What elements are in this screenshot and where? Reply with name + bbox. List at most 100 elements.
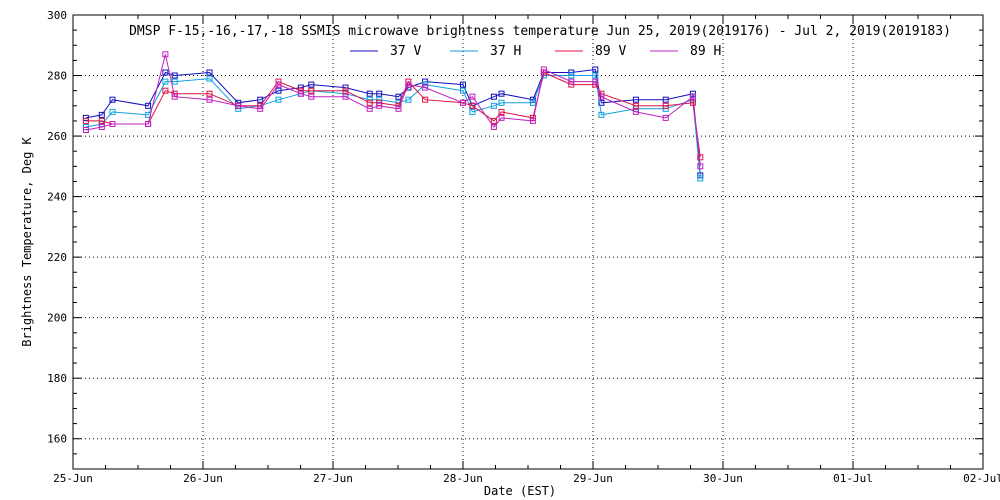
data-point-37h <box>460 87 466 94</box>
data-point-89h <box>460 99 466 106</box>
data-point-37v <box>171 72 178 79</box>
data-point-37v <box>662 96 669 103</box>
data-point-37v <box>145 102 152 109</box>
y-axis-title: Brightness Temperature, Deg K <box>20 136 34 346</box>
data-point-89h <box>308 93 315 100</box>
x-tick-label: 01-Jul <box>833 472 873 485</box>
data-point-37h <box>697 175 704 182</box>
legend-label-37v: 37 V <box>390 44 421 59</box>
data-point-37h <box>162 78 169 85</box>
data-point-89v <box>308 87 315 94</box>
data-point-89h <box>689 93 696 100</box>
data-point-37v <box>376 90 383 97</box>
x-tick-label: 26-Jun <box>183 472 223 485</box>
data-point-89v <box>342 87 349 94</box>
x-axis-title: Date (EST) <box>484 484 556 498</box>
data-point-89h <box>342 93 349 100</box>
data-point-89h <box>697 163 704 170</box>
data-point-89v <box>632 102 639 109</box>
data-point-37h <box>498 99 505 106</box>
series-group <box>82 51 704 182</box>
data-point-37v <box>490 93 497 100</box>
data-point-89h <box>592 78 599 85</box>
data-point-89h <box>540 66 547 73</box>
data-point-89h <box>422 84 429 91</box>
data-point-89v <box>206 90 213 97</box>
data-point-37h <box>592 72 599 79</box>
data-point-37v <box>162 69 169 76</box>
data-point-89h <box>529 117 536 124</box>
data-point-37h <box>405 96 412 103</box>
data-point-89h <box>145 121 152 127</box>
data-point-37h <box>598 111 605 118</box>
data-point-89v <box>82 117 89 124</box>
data-point-37v <box>395 93 402 100</box>
data-point-89h <box>171 93 178 100</box>
data-point-37h <box>206 75 213 82</box>
y-tick-label: 160 <box>47 433 67 446</box>
x-tick-label: 30-Jun <box>703 472 743 485</box>
y-tick-label: 300 <box>47 9 67 22</box>
data-point-37h <box>490 102 497 109</box>
data-point-37v <box>366 90 373 97</box>
y-tick-label: 260 <box>47 130 67 143</box>
data-point-37v <box>109 96 116 103</box>
data-point-37v <box>460 81 466 88</box>
chart-title: DMSP F-15,-16,-17,-18 SSMIS microwave br… <box>129 24 951 39</box>
data-point-89h <box>568 78 575 85</box>
data-point-89h <box>376 102 383 109</box>
data-point-89h <box>632 108 639 115</box>
legend-label-89v: 89 V <box>595 44 626 59</box>
data-point-89v <box>498 108 505 115</box>
axis-ticks: 25-Jun 26-Jun 27-Jun 28-Jun 29-Jun 30-Jun 01-J… <box>47 9 1000 485</box>
data-point-37v <box>275 87 282 94</box>
data-point-37v <box>257 96 264 103</box>
data-point-37h <box>568 72 575 79</box>
data-point-89h <box>469 93 476 100</box>
data-point-37v <box>632 96 639 103</box>
data-point-89v <box>366 99 373 106</box>
data-point-89v <box>490 117 497 124</box>
x-tick-label: 02-Jul <box>963 472 1000 485</box>
data-point-89h <box>662 114 669 121</box>
data-point-89v <box>98 117 105 124</box>
series-line-89h <box>85 54 701 167</box>
data-point-89v <box>662 102 669 109</box>
data-point-89v <box>422 96 429 103</box>
data-point-37v <box>308 81 315 88</box>
data-point-89h <box>490 124 497 130</box>
data-point-89h <box>235 102 242 109</box>
y-tick-label: 220 <box>47 251 67 264</box>
data-point-37h <box>366 96 373 103</box>
data-point-37h <box>171 78 178 85</box>
data-point-37v <box>592 66 599 73</box>
data-point-37h <box>109 108 116 115</box>
data-point-89v <box>469 102 476 109</box>
y-tick-label: 200 <box>47 312 67 325</box>
data-point-89h <box>498 114 505 121</box>
data-point-89h <box>366 105 373 112</box>
x-tick-label: 25-Jun <box>53 472 93 485</box>
legend-label-37h: 37 H <box>490 44 521 59</box>
data-point-37v <box>498 90 505 97</box>
data-point-89h <box>98 124 105 130</box>
x-tick-label: 27-Jun <box>313 472 353 485</box>
x-tick-label: 29-Jun <box>573 472 613 485</box>
data-point-89v <box>697 154 704 161</box>
data-point-89h <box>162 51 169 58</box>
series-line-37v <box>85 68 701 176</box>
y-tick-label: 180 <box>47 372 67 385</box>
data-point-37h <box>275 96 282 103</box>
data-point-89h <box>82 127 89 133</box>
data-point-89h <box>109 121 116 127</box>
data-point-37h <box>376 96 383 103</box>
data-point-37v <box>297 84 304 91</box>
data-point-89h <box>206 96 213 103</box>
legend: 37 V 37 H 89 V 89 H <box>350 44 721 59</box>
data-point-37v <box>206 69 213 76</box>
legend-label-89h: 89 H <box>690 44 721 59</box>
data-point-37v <box>598 99 605 106</box>
data-point-89h <box>275 81 282 88</box>
